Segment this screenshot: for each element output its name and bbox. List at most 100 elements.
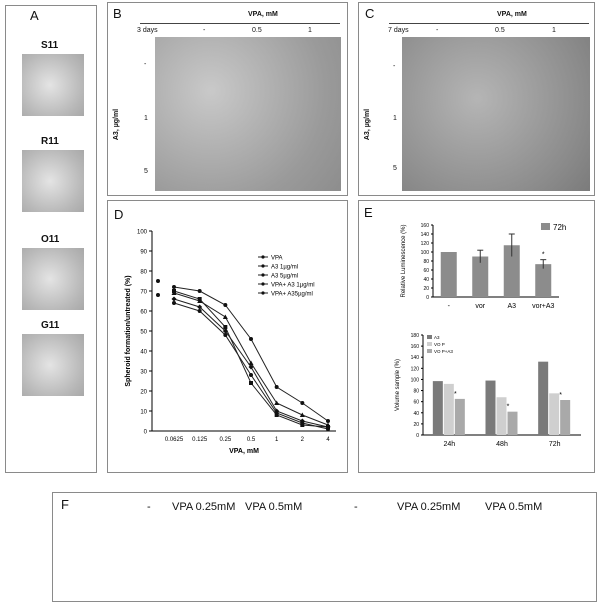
d-y-tick-label: 70 [140, 290, 147, 296]
e1-category-label: vor+A3 [532, 303, 554, 310]
d-y-tick-label: 40 [140, 350, 147, 356]
e2-legend-label: A3 [434, 335, 440, 340]
g11-image [22, 334, 84, 396]
d-point [299, 412, 305, 417]
panel-c-label: C [365, 6, 375, 21]
panel-f-label: F [61, 497, 69, 512]
d-point [249, 381, 253, 385]
d-point [197, 298, 203, 303]
panel-c-col-1: 0.5 [495, 27, 505, 34]
e1-star: * [542, 252, 545, 259]
e2-y-tick-label: 120 [411, 366, 420, 372]
d-point [172, 285, 176, 289]
panel-c-ylabel: A3, µg/ml [364, 108, 372, 141]
d-point [248, 360, 254, 365]
e2-y-tick-label: 40 [413, 411, 419, 417]
d-y-tick-label: 10 [140, 410, 147, 416]
panel-f-right-col-0: - [354, 501, 358, 513]
e1-bar [535, 264, 552, 297]
panel-a: A S11 R11 O11 G11 [5, 5, 97, 473]
d-x-tick-label: 0.0625 [165, 437, 184, 443]
e2-y-tick-label: 100 [411, 377, 420, 383]
e1-category-label: vor [475, 303, 485, 310]
e1-legend-swatch [541, 223, 550, 230]
e2-bar [560, 400, 571, 435]
d-y-tick-label: 100 [137, 230, 148, 236]
d-legend-marker [261, 291, 265, 295]
d-x-tick-label: 1 [275, 437, 279, 443]
d-point [274, 385, 279, 389]
e2-bar [485, 380, 496, 435]
panel-f-left-col-2: VPA 0.5mM [245, 501, 303, 513]
d-point [197, 304, 203, 310]
e2-y-tick-label: 140 [411, 355, 420, 361]
panel-b-row-0: - [144, 61, 147, 68]
d-point [223, 303, 228, 307]
d-point [197, 289, 202, 293]
e1-y-tick-label: 80 [423, 259, 429, 265]
d-y-label: Spheroid formation/untreated (%) [125, 275, 132, 386]
e2-y-tick-label: 160 [411, 344, 420, 350]
e2-bar [454, 398, 465, 435]
d-legend-marker [261, 255, 265, 259]
panel-f: F [52, 492, 597, 602]
d-x-label: VPA, mM [229, 448, 259, 455]
panel-b-time: 3 days [137, 27, 158, 34]
panel-b-vpa-header: VPA, mM [248, 11, 278, 18]
d-legend-label: A3 1µg/ml [271, 265, 298, 271]
panel-b: B VPA, mM 3 days - 0.5 1 A3, µg/ml - 1 5 [107, 2, 348, 196]
panel-f-right-col-1: VPA 0.25mM [397, 501, 461, 513]
e2-legend-label: VO P [434, 342, 445, 347]
e1-y-tick-label: 160 [421, 223, 430, 229]
e1-y-tick-label: 120 [421, 241, 430, 247]
e2-legend-label: VO P+A3 [434, 349, 453, 354]
d-y-tick-label: 0 [144, 430, 148, 436]
panel-b-label: B [113, 6, 122, 21]
panel-c-row-1: 1 [393, 115, 397, 122]
d-point [223, 325, 228, 329]
e1-bar [440, 252, 457, 297]
panel-b-col-2: 1 [308, 27, 312, 34]
e2-bar [496, 397, 507, 435]
e1-y-label: Relative Luminescence (%) [401, 224, 407, 297]
panel-b-col-1: 0.5 [252, 27, 262, 34]
d-legend-marker [261, 273, 265, 277]
o11-image [22, 248, 84, 310]
d-point [326, 427, 330, 431]
d-point [171, 290, 177, 295]
d-point [300, 423, 305, 427]
e2-bar [538, 361, 549, 435]
panel-d-chart: 0 10 20 30 40 50 60 70 80 90 100 0.0625 0.125 0.25 0.5… [125, 230, 336, 455]
e1-y-tick-label: 140 [421, 232, 430, 238]
d-series-line [173, 286, 329, 422]
e2-star: * [559, 392, 562, 399]
e1-category-label: - [448, 303, 451, 310]
d-x-tick-label: 4 [326, 437, 330, 443]
d-y-tick-label: 50 [140, 330, 147, 336]
panel-c-col-0: - [436, 27, 439, 34]
e2-star: * [507, 404, 510, 411]
panel-c-vpa-header: VPA, mM [497, 11, 527, 18]
s11-label: S11 [41, 40, 59, 51]
e1-legend-label: 72h [553, 223, 566, 232]
d-x-tick-label: 0.25 [219, 437, 231, 443]
d-y-tick-label: 80 [140, 270, 147, 276]
d-legend-label: A3 5µg/ml [271, 274, 298, 280]
panel-b-row-1: 1 [144, 115, 148, 122]
panel-d: D 0 10 20 30 40 50 60 70 80 90 100 0.0625 0.125 0.25 0… [107, 200, 348, 473]
e2-legend-swatch [427, 335, 432, 339]
panel-e: E 0 20 40 60 80 100 120 140 160 - vor A3 vor+A3 * 72h R… [358, 200, 595, 473]
d-point [197, 309, 202, 313]
d-x-tick-label: 0.125 [192, 437, 208, 443]
d-isolated-point [156, 293, 160, 297]
r11-image [22, 150, 84, 212]
e2-category-label: 48h [496, 441, 508, 448]
d-point [274, 413, 279, 417]
d-point [171, 296, 177, 302]
e2-category-label: 24h [443, 441, 455, 448]
g11-label: G11 [41, 320, 60, 331]
o11-label: O11 [41, 234, 60, 245]
panel-b-row-2: 5 [144, 168, 148, 175]
d-x-tick-label: 0.5 [247, 437, 256, 443]
e1-y-tick-label: 0 [426, 295, 429, 301]
